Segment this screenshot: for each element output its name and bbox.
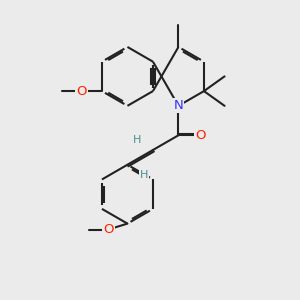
Text: O: O: [195, 129, 206, 142]
Text: O: O: [76, 85, 87, 98]
Text: H: H: [133, 135, 141, 145]
Text: O: O: [103, 223, 114, 236]
Text: H: H: [140, 170, 148, 180]
Text: N: N: [174, 99, 183, 112]
